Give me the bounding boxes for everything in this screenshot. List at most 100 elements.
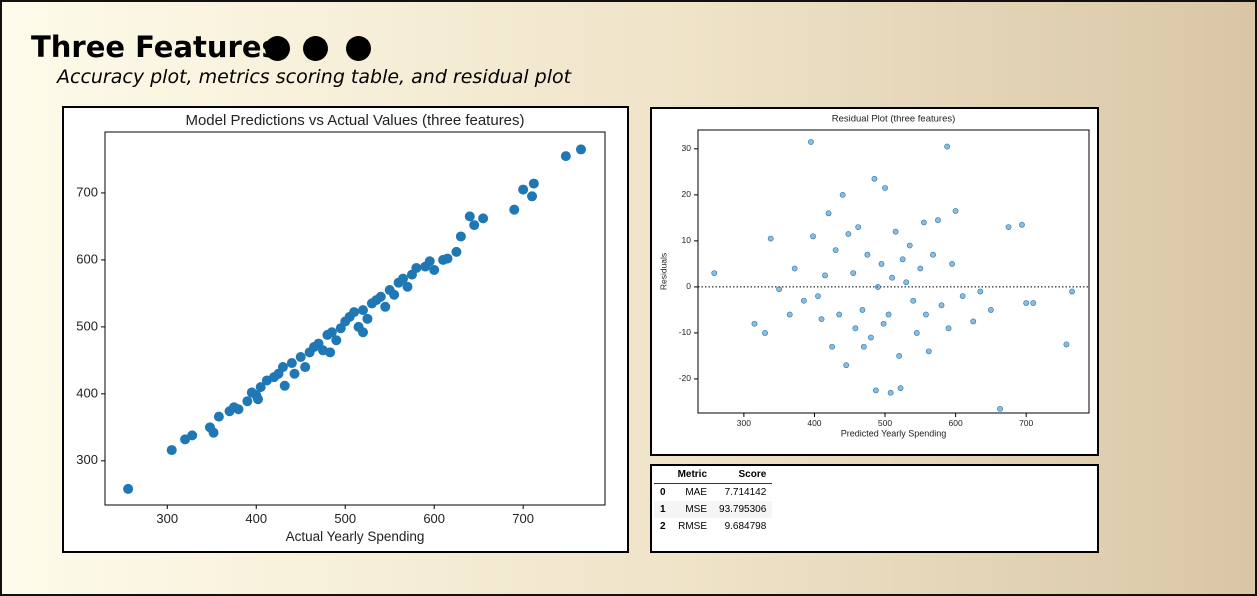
point [455, 231, 466, 242]
table-cell: RMSE [678, 521, 708, 532]
point [925, 348, 932, 355]
table-cell: 0 [660, 487, 666, 498]
point [289, 368, 300, 379]
point [897, 385, 904, 392]
point [868, 334, 874, 341]
table-cell: MSE [671, 501, 714, 518]
dot [346, 36, 371, 61]
point [818, 316, 825, 323]
plot-frame [697, 129, 1090, 414]
point [852, 325, 859, 332]
point [872, 387, 879, 394]
point [959, 293, 966, 300]
chart-panel: Model Predictions vs Actual Values (thre… [62, 106, 629, 553]
point [349, 307, 360, 318]
point [442, 253, 453, 264]
y-tick-label: 500 [76, 318, 98, 333]
point [880, 320, 887, 327]
chart-panel: Residual Plot (three features) 300 400 500 6… [650, 107, 1099, 456]
point [286, 358, 297, 369]
table-cell: 9.684798 [724, 521, 767, 532]
y-tick-label: 0 [686, 281, 691, 291]
y-tick-label: 400 [76, 385, 98, 400]
y-tick-label: 700 [76, 184, 98, 199]
table-cell: MAE [685, 487, 708, 498]
table-cell: 93.795306 [713, 501, 773, 518]
point [751, 320, 758, 327]
point [279, 380, 290, 391]
point [920, 219, 927, 226]
column-header: Score [713, 466, 773, 484]
x-tick-label: 600 [423, 511, 445, 526]
point [1063, 341, 1070, 348]
point [208, 427, 219, 438]
y-tick-label: 10 [682, 235, 692, 245]
chart-title: Residual Plot (three features) [832, 114, 956, 125]
point [389, 289, 400, 300]
point [855, 224, 862, 230]
point [836, 311, 843, 318]
x-axis-label: Actual Yearly Spending [286, 529, 425, 544]
point [913, 330, 920, 336]
point [825, 210, 832, 217]
point [923, 311, 929, 318]
y-tick-label: 30 [682, 143, 692, 153]
point [358, 327, 369, 338]
point [711, 270, 718, 277]
chart: Residual Plot (three features)300 400 500 6… [658, 114, 1090, 439]
table-row: 1 MSE 93.795306 [654, 501, 773, 518]
point [952, 208, 959, 214]
x-axis-label: Predicted Yearly Spending [841, 429, 947, 439]
table-cell: 7.714142 [724, 487, 767, 498]
point [791, 265, 798, 272]
point [362, 313, 373, 324]
point [810, 233, 816, 240]
point [509, 204, 520, 215]
point [331, 335, 342, 346]
point [850, 270, 857, 277]
point [1069, 288, 1075, 295]
x-tick-label: 600 [949, 418, 963, 428]
header-row: Metric Score [654, 466, 773, 484]
point [845, 231, 852, 237]
point [786, 311, 793, 318]
point [910, 297, 917, 304]
point [887, 389, 894, 396]
point [398, 273, 409, 284]
x-tick-label: 500 [878, 418, 892, 428]
point [380, 301, 391, 312]
point [875, 284, 881, 290]
point [375, 291, 386, 302]
point [429, 264, 440, 275]
x-tick-label: 400 [245, 511, 267, 526]
point [187, 430, 198, 441]
point [123, 483, 134, 494]
point [864, 251, 871, 258]
plot-frame [104, 131, 606, 506]
column-header: Metric [671, 466, 714, 484]
point [839, 191, 846, 198]
point [977, 288, 984, 295]
point [1030, 300, 1037, 306]
point [1005, 224, 1012, 230]
point [822, 272, 828, 279]
point [949, 261, 955, 267]
point [896, 353, 903, 359]
x-tick-label: 700 [1019, 418, 1033, 428]
point [829, 343, 835, 350]
x-tick-label: 300 [156, 511, 178, 526]
point [882, 185, 888, 191]
point [242, 396, 253, 407]
point [892, 228, 899, 235]
point [832, 247, 839, 254]
y-tick-label: -20 [679, 373, 692, 383]
point [233, 404, 244, 415]
point [871, 175, 878, 182]
point [1023, 300, 1030, 306]
dot [303, 36, 328, 61]
table-row: 2 RMSE 9.684798 [654, 518, 772, 535]
point [815, 293, 821, 300]
point [402, 281, 413, 292]
point [930, 251, 936, 258]
